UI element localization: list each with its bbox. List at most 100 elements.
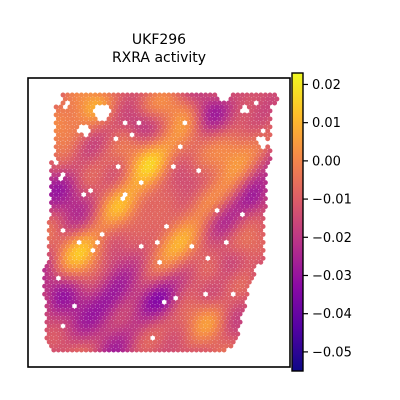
spot bbox=[168, 152, 174, 158]
spot bbox=[237, 295, 243, 301]
spot bbox=[219, 176, 225, 182]
spot bbox=[55, 124, 61, 130]
spot bbox=[147, 132, 153, 138]
spot bbox=[60, 100, 66, 106]
spot bbox=[104, 216, 110, 221]
spot bbox=[182, 319, 188, 325]
spot bbox=[262, 108, 268, 114]
spot bbox=[131, 176, 137, 182]
spot bbox=[99, 216, 105, 221]
spot bbox=[113, 319, 119, 325]
spot bbox=[198, 116, 204, 122]
spot bbox=[170, 180, 176, 186]
spot bbox=[221, 259, 227, 265]
spot bbox=[62, 247, 68, 253]
spot bbox=[235, 124, 241, 130]
spot bbox=[92, 148, 98, 154]
spot bbox=[177, 184, 183, 190]
spot bbox=[129, 124, 135, 130]
spot bbox=[184, 315, 190, 321]
spot bbox=[152, 116, 158, 122]
spot bbox=[67, 335, 73, 341]
spot bbox=[170, 108, 176, 114]
spot bbox=[74, 196, 80, 202]
spot bbox=[81, 263, 87, 269]
spot bbox=[106, 243, 112, 249]
spot bbox=[175, 220, 181, 225]
spot bbox=[152, 235, 158, 241]
spot bbox=[78, 188, 84, 194]
spot bbox=[189, 180, 195, 186]
spot bbox=[177, 271, 183, 277]
spot bbox=[180, 251, 186, 257]
spot bbox=[235, 251, 241, 257]
spot bbox=[219, 200, 225, 206]
spot bbox=[53, 144, 59, 150]
spot bbox=[101, 291, 107, 297]
spot bbox=[200, 279, 206, 285]
spot bbox=[159, 136, 165, 142]
spot bbox=[122, 303, 128, 309]
spot bbox=[65, 172, 71, 178]
spot bbox=[72, 247, 77, 253]
spot bbox=[129, 220, 135, 225]
spot bbox=[83, 180, 89, 186]
spot bbox=[69, 243, 75, 249]
spot bbox=[58, 343, 64, 349]
spot bbox=[136, 343, 142, 349]
spot bbox=[182, 192, 188, 198]
spot bbox=[145, 279, 151, 285]
spot bbox=[74, 164, 80, 170]
spot bbox=[242, 176, 248, 182]
spot bbox=[141, 231, 146, 237]
spot bbox=[83, 275, 89, 281]
spot bbox=[145, 200, 151, 206]
spot bbox=[207, 180, 213, 186]
spot bbox=[210, 168, 215, 174]
spot bbox=[99, 160, 105, 166]
spot bbox=[95, 128, 100, 134]
spot bbox=[193, 180, 199, 186]
spot bbox=[124, 212, 130, 217]
spot bbox=[244, 180, 250, 186]
spot bbox=[90, 136, 96, 142]
spot bbox=[212, 196, 218, 202]
spot bbox=[97, 220, 103, 225]
spot bbox=[216, 339, 222, 345]
spot bbox=[78, 212, 84, 217]
spot bbox=[108, 231, 114, 237]
spot bbox=[177, 120, 183, 126]
spot bbox=[74, 204, 80, 209]
spot bbox=[198, 283, 204, 289]
spot bbox=[74, 132, 80, 138]
spot bbox=[67, 303, 73, 309]
spot bbox=[131, 192, 137, 198]
spot bbox=[113, 255, 119, 261]
spot bbox=[99, 311, 105, 317]
spot bbox=[214, 279, 220, 285]
spot bbox=[136, 231, 142, 237]
spot bbox=[83, 220, 89, 225]
spot bbox=[253, 124, 259, 130]
spot bbox=[62, 327, 68, 333]
spot bbox=[141, 200, 146, 206]
spot bbox=[106, 251, 112, 257]
spot bbox=[237, 247, 243, 253]
spot bbox=[166, 227, 172, 233]
spot bbox=[221, 180, 227, 186]
spot bbox=[147, 275, 153, 281]
spot bbox=[115, 140, 121, 146]
spot bbox=[127, 192, 133, 198]
spot bbox=[205, 287, 211, 293]
spot bbox=[207, 227, 213, 233]
spot bbox=[55, 148, 61, 154]
spot bbox=[141, 104, 146, 110]
spot bbox=[124, 204, 130, 209]
spot bbox=[145, 144, 151, 150]
spot bbox=[237, 200, 243, 206]
spot bbox=[203, 180, 209, 186]
spot bbox=[244, 275, 250, 281]
spot bbox=[223, 136, 229, 142]
spot bbox=[88, 291, 94, 297]
spot bbox=[99, 271, 105, 277]
